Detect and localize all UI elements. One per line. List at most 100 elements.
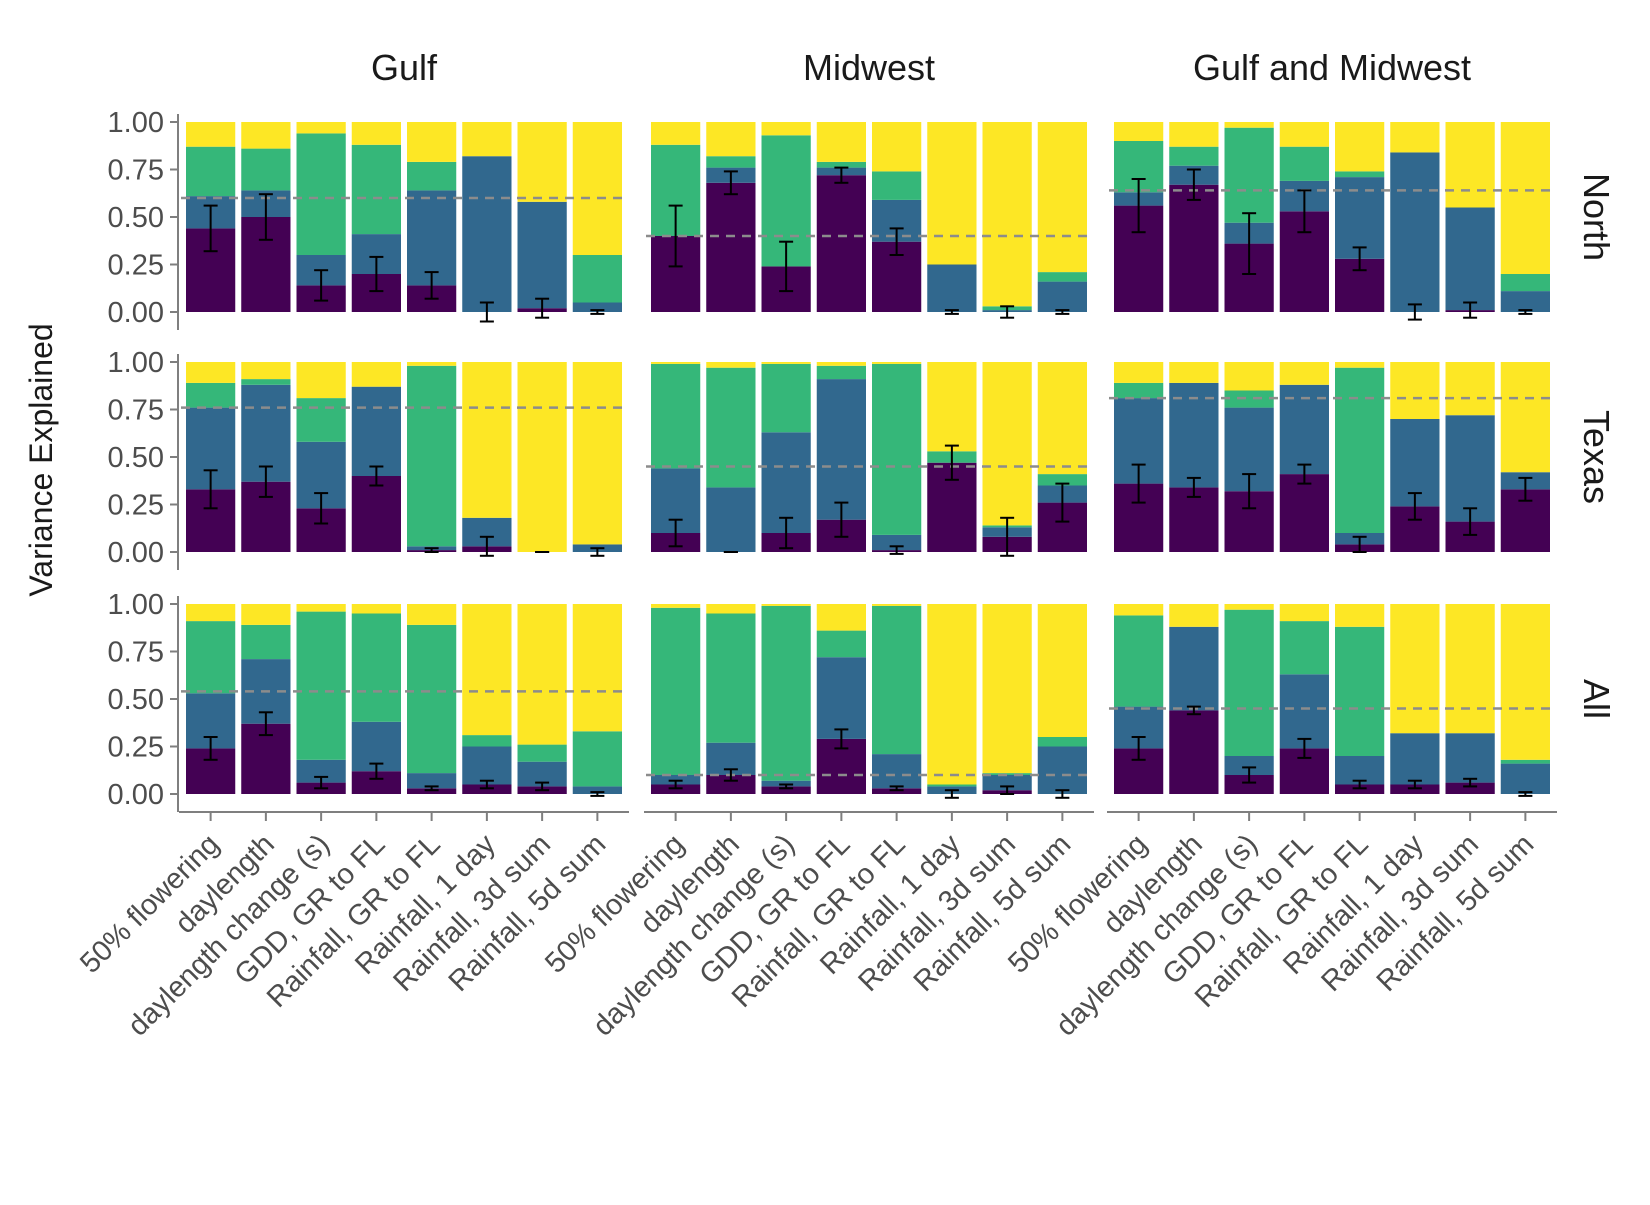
bar-segment-north-gulf-and-midwest-daylength-change-s-2 (1224, 127, 1274, 223)
bar-segment-texas-midwest-50-flowering-3 (651, 362, 701, 364)
bar-segment-all-gulf-and-midwest-rainfall-5d-sum-2 (1500, 759, 1550, 764)
bar-segment-all-gulf-rainfall-3d-sum-3 (517, 604, 567, 745)
bar-segment-north-gulf-and-midwest-rainfall-gr-to-fl-2 (1335, 171, 1385, 178)
bar-segment-north-gulf-50-flowering-2 (186, 146, 236, 197)
bar-segment-texas-gulf-and-midwest-daylength-change-s-2 (1224, 390, 1274, 408)
bar-segment-north-gulf-rainfall-gr-to-fl-3 (407, 122, 457, 162)
column-strip-gulf-and-midwest: Gulf and Midwest (1193, 47, 1471, 88)
y-tick-label: 0.75 (108, 155, 164, 187)
bar-segment-north-gulf-and-midwest-50-flowering-3 (1114, 122, 1164, 141)
bar-segment-all-gulf-and-midwest-daylength-change-s-0 (1224, 775, 1274, 794)
bar-segment-texas-gulf-daylength-change-s-2 (296, 398, 346, 442)
bar-segment-texas-gulf-and-midwest-gdd-gr-to-fl-0 (1279, 474, 1329, 552)
bar-segment-texas-gulf-and-midwest-gdd-gr-to-fl-1 (1279, 384, 1329, 475)
bar-segment-north-gulf-and-midwest-daylength-3 (1169, 122, 1219, 147)
bar-segment-north-midwest-rainfall-1-day-3 (927, 122, 977, 265)
bar-segment-texas-gulf-rainfall-1-day-3 (462, 362, 512, 518)
bar-segment-north-gulf-and-midwest-gdd-gr-to-fl-3 (1279, 122, 1329, 147)
bar-segment-all-gulf-gdd-gr-to-fl-2 (351, 613, 401, 722)
bar-segment-texas-midwest-rainfall-gr-to-fl-2 (872, 363, 922, 535)
bar-segment-all-gulf-rainfall-gr-to-fl-2 (407, 624, 457, 774)
bar-segment-north-gulf-gdd-gr-to-fl-2 (351, 144, 401, 235)
bar-segment-all-gulf-and-midwest-daylength-change-s-1 (1224, 756, 1274, 775)
bar-segment-texas-midwest-daylength-2 (706, 367, 756, 488)
bar-segment-texas-midwest-rainfall-5d-sum-3 (1037, 362, 1087, 475)
bar-segment-all-midwest-rainfall-gr-to-fl-3 (872, 604, 922, 606)
bar-segment-all-gulf-and-midwest-gdd-gr-to-fl-2 (1279, 621, 1329, 675)
bar-segment-north-midwest-rainfall-5d-sum-2 (1037, 272, 1087, 282)
bar-segment-texas-midwest-rainfall-gr-to-fl-1 (872, 534, 922, 551)
bar-segment-north-gulf-and-midwest-daylength-2 (1169, 146, 1219, 166)
bar-segment-texas-midwest-daylength-1 (706, 487, 756, 552)
bar-segment-all-gulf-rainfall-5d-sum-2 (572, 731, 622, 787)
bar-segment-all-gulf-50-flowering-3 (186, 604, 236, 622)
bar-segment-all-gulf-daylength-3 (241, 604, 291, 625)
bar-segment-all-gulf-and-midwest-rainfall-3d-sum-1 (1445, 733, 1495, 783)
bar-segment-all-midwest-daylength-2 (706, 613, 756, 743)
bar-segment-texas-gulf-and-midwest-daylength-1 (1169, 382, 1219, 488)
bar-segment-north-gulf-and-midwest-gdd-gr-to-fl-2 (1279, 146, 1329, 181)
bar-segment-texas-gulf-50-flowering-3 (186, 362, 236, 383)
bar-segment-all-gulf-rainfall-1-day-1 (462, 746, 512, 785)
y-tick-label: 0.50 (108, 442, 164, 474)
y-tick-label: 0.00 (108, 779, 164, 811)
bar-segment-north-midwest-rainfall-gr-to-fl-2 (872, 171, 922, 200)
bar-segment-all-gulf-and-midwest-daylength-change-s-2 (1224, 609, 1274, 756)
bar-segment-all-midwest-daylength-change-s-3 (761, 604, 811, 606)
bar-segment-all-gulf-and-midwest-gdd-gr-to-fl-3 (1279, 604, 1329, 622)
bar-segment-all-gulf-gdd-gr-to-fl-0 (351, 771, 401, 794)
bar-segment-texas-gulf-rainfall-gr-to-fl-2 (407, 365, 457, 547)
bar-segment-all-midwest-rainfall-1-day-3 (927, 604, 977, 785)
bar-segment-all-midwest-rainfall-3d-sum-2 (982, 773, 1032, 775)
bar-segment-texas-gulf-50-flowering-2 (186, 382, 236, 408)
bar-segment-north-gulf-rainfall-5d-sum-3 (572, 122, 622, 255)
y-tick-label: 0.50 (108, 684, 164, 716)
column-strip-midwest: Midwest (803, 47, 935, 88)
bar-segment-north-gulf-and-midwest-rainfall-gr-to-fl-3 (1335, 122, 1385, 172)
bar-segment-texas-midwest-rainfall-gr-to-fl-3 (872, 362, 922, 364)
bar-segment-north-gulf-rainfall-gr-to-fl-2 (407, 161, 457, 191)
y-tick-label: 1.00 (108, 589, 164, 621)
bar-segment-all-gulf-and-midwest-daylength-0 (1169, 710, 1219, 794)
bar-segment-texas-midwest-daylength-3 (706, 362, 756, 368)
bar-segment-north-gulf-and-midwest-rainfall-1-day-1 (1390, 152, 1440, 312)
bar-segment-all-gulf-and-midwest-gdd-gr-to-fl-1 (1279, 674, 1329, 749)
bar-segment-all-gulf-rainfall-1-day-3 (462, 604, 512, 736)
bar-segment-all-gulf-and-midwest-50-flowering-2 (1114, 615, 1164, 707)
bar-segment-texas-gulf-and-midwest-50-flowering-2 (1114, 382, 1164, 399)
bar-segment-texas-midwest-daylength-change-s-1 (761, 432, 811, 533)
bar-segment-north-gulf-rainfall-1-day-1 (462, 156, 512, 312)
overlay-layer (181, 166, 1555, 799)
bar-segment-all-gulf-and-midwest-50-flowering-3 (1114, 604, 1164, 616)
bar-segment-texas-gulf-gdd-gr-to-fl-1 (351, 386, 401, 476)
bar-segment-north-midwest-rainfall-1-day-1 (927, 264, 977, 312)
y-tick-label: 0.00 (108, 297, 164, 329)
bar-segment-north-gulf-rainfall-5d-sum-1 (572, 302, 622, 312)
y-tick-label: 0.25 (108, 732, 164, 764)
bar-segment-texas-gulf-rainfall-3d-sum-3 (517, 362, 567, 552)
bar-segment-all-gulf-and-midwest-rainfall-5d-sum-3 (1500, 604, 1550, 760)
y-tick-label: 0.50 (108, 202, 164, 234)
bar-segment-texas-midwest-rainfall-5d-sum-2 (1037, 474, 1087, 486)
bar-segment-north-gulf-daylength-3 (241, 122, 291, 149)
bar-segment-north-midwest-rainfall-5d-sum-1 (1037, 281, 1087, 312)
bar-segment-texas-gulf-daylength-change-s-3 (296, 362, 346, 399)
bar-segment-all-midwest-daylength-change-s-2 (761, 605, 811, 781)
bar-segment-north-gulf-rainfall-3d-sum-1 (517, 201, 567, 309)
bar-segment-texas-gulf-and-midwest-rainfall-gr-to-fl-3 (1335, 362, 1385, 368)
bar-segment-texas-midwest-gdd-gr-to-fl-2 (816, 365, 866, 380)
bar-segment-all-midwest-daylength-3 (706, 604, 756, 614)
bar-segment-all-midwest-rainfall-5d-sum-3 (1037, 604, 1087, 737)
y-tick-label: 1.00 (108, 107, 164, 139)
bar-segment-all-gulf-rainfall-1-day-2 (462, 735, 512, 747)
bar-segment-north-midwest-rainfall-3d-sum-3 (982, 122, 1032, 307)
row-strip-all: All (1576, 679, 1617, 719)
bar-segment-north-gulf-and-midwest-daylength-0 (1169, 184, 1219, 312)
bar-segment-texas-midwest-daylength-change-s-3 (761, 362, 811, 364)
bar-segment-texas-gulf-and-midwest-rainfall-3d-sum-1 (1445, 415, 1495, 522)
bar-segment-north-midwest-gdd-gr-to-fl-3 (816, 122, 866, 162)
bar-segment-all-midwest-gdd-gr-to-fl-1 (816, 657, 866, 739)
bar-segment-texas-midwest-gdd-gr-to-fl-1 (816, 379, 866, 520)
